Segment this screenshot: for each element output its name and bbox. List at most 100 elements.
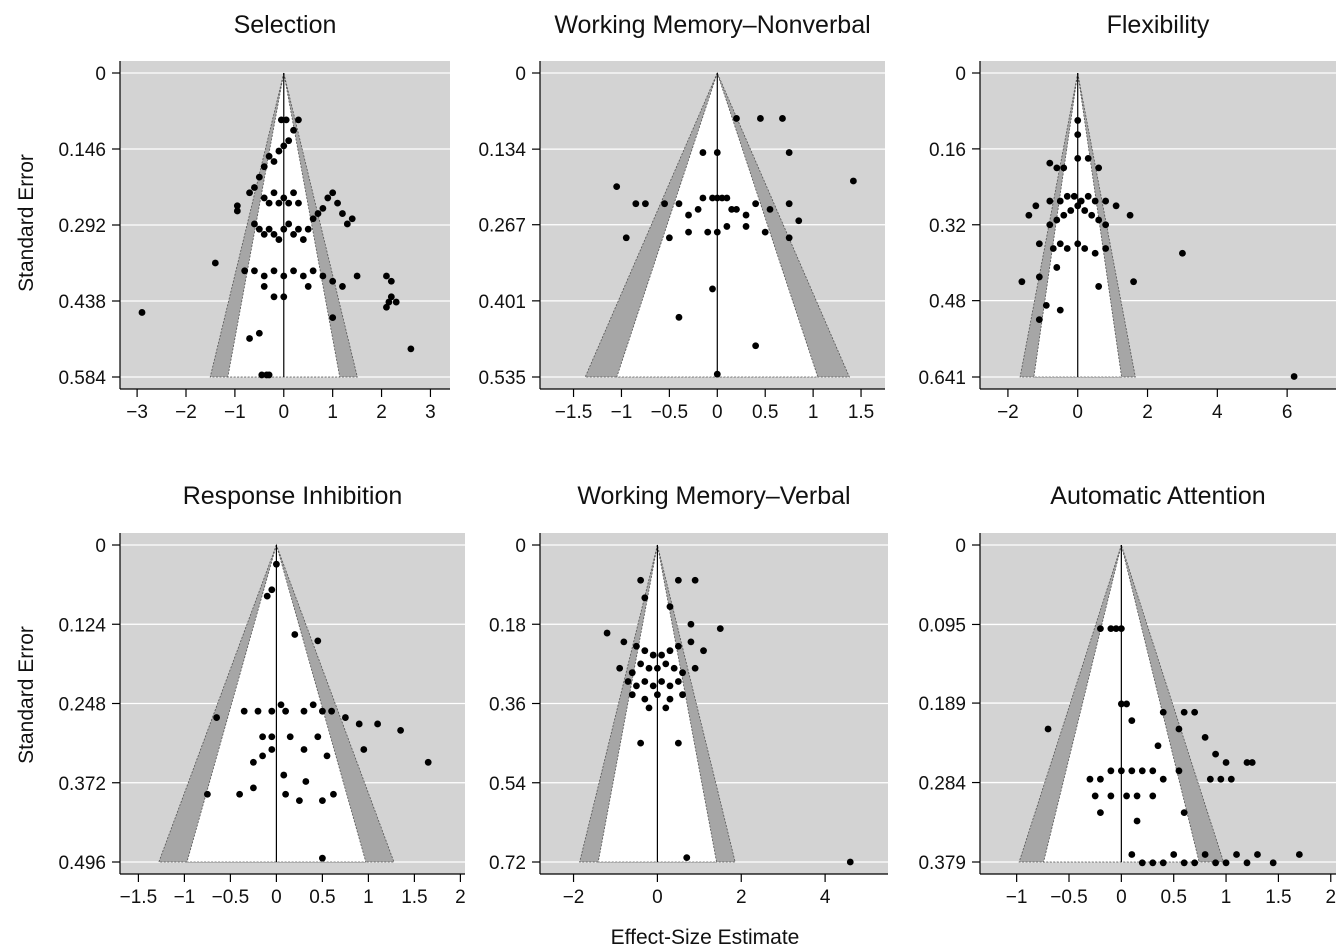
data-point: [259, 733, 266, 741]
data-point: [716, 625, 724, 633]
data-point: [658, 651, 665, 659]
data-point: [1254, 851, 1261, 858]
data-point: [300, 746, 308, 753]
data-point: [302, 778, 310, 785]
data-point: [1084, 154, 1092, 162]
y-tick-label: 0: [515, 536, 526, 557]
data-point: [674, 678, 682, 685]
data-point: [277, 116, 285, 124]
data-point: [1032, 202, 1040, 210]
data-point: [329, 277, 337, 285]
x-tick-label: 0: [1072, 402, 1083, 423]
funnel-shapes: [584, 71, 850, 378]
data-point: [785, 234, 793, 242]
data-point: [300, 707, 308, 715]
data-point: [324, 194, 332, 202]
x-tick-label: −0.5: [1050, 887, 1088, 908]
data-point: [1056, 240, 1064, 248]
data-point: [280, 225, 288, 233]
y-tick-label: 0.134: [478, 140, 526, 161]
y-tick-label: 0: [955, 64, 966, 85]
data-point: [1063, 245, 1071, 252]
data-point: [1269, 859, 1277, 867]
data-point: [290, 189, 297, 197]
x-axis-label: Effect-Size Estimate: [611, 926, 800, 949]
data-point: [286, 733, 294, 741]
data-points: [1044, 625, 1303, 867]
data-point: [633, 682, 640, 690]
data-point: [709, 194, 716, 202]
data-point: [285, 220, 293, 228]
data-point: [260, 163, 268, 171]
data-point: [683, 854, 691, 861]
data-point: [1159, 708, 1167, 716]
data-point: [632, 200, 640, 208]
data-point: [251, 267, 258, 275]
data-point: [348, 215, 356, 223]
data-point: [1180, 859, 1188, 867]
data-point: [628, 669, 636, 677]
data-point: [299, 236, 307, 243]
x-tick-label: 6: [1282, 402, 1293, 423]
data-point: [233, 207, 241, 215]
data-point: [742, 223, 750, 230]
data-point: [713, 228, 721, 236]
data-point: [1117, 700, 1125, 708]
data-point: [1074, 240, 1082, 248]
data-point: [250, 784, 257, 792]
data-point: [285, 137, 293, 145]
x-tick-label: −1: [224, 402, 246, 423]
x-tick-label: 2: [455, 887, 466, 908]
data-point: [383, 303, 390, 311]
data-point: [766, 205, 774, 213]
y-tick-label: 0.292: [58, 216, 106, 237]
data-point: [679, 691, 686, 699]
data-point: [691, 664, 699, 672]
panel-title: Selection: [234, 11, 337, 39]
data-point: [679, 669, 686, 677]
data-point: [1217, 775, 1225, 783]
data-point: [704, 228, 712, 236]
data-point: [1290, 373, 1298, 380]
x-tick-label: 0: [278, 402, 289, 423]
data-point: [339, 283, 346, 290]
data-point: [1049, 245, 1057, 252]
data-point: [259, 752, 266, 760]
data-point: [246, 189, 253, 197]
data-point: [666, 682, 674, 690]
data-point: [1095, 283, 1103, 290]
x-tick-label: −1: [611, 402, 633, 423]
data-point: [1123, 700, 1130, 708]
data-point: [233, 202, 241, 210]
funnel-shapes: [209, 72, 358, 378]
data-point: [662, 704, 670, 712]
x-tick-label: 1: [808, 402, 819, 423]
data-point: [270, 293, 278, 301]
data-point: [687, 620, 695, 628]
data-points: [204, 560, 432, 862]
data-point: [1154, 742, 1162, 750]
data-point: [339, 210, 346, 217]
data-point: [666, 603, 674, 611]
data-point: [304, 225, 312, 233]
data-point: [314, 733, 322, 741]
x-tick-label: −0.5: [212, 887, 250, 908]
data-point: [700, 647, 707, 655]
data-point: [1191, 708, 1199, 716]
data-point: [1159, 775, 1167, 783]
data-point: [685, 211, 692, 219]
data-point: [328, 707, 335, 715]
y-tick-label: 0.095: [918, 615, 966, 636]
y-tick-label: 0.54: [489, 774, 526, 795]
panel-title: Working Memory–Nonverbal: [554, 11, 870, 39]
data-point: [1102, 197, 1110, 205]
data-point: [314, 637, 322, 645]
data-point: [263, 371, 271, 379]
x-tick-label: −1: [1006, 887, 1028, 908]
data-point: [1126, 211, 1134, 219]
data-point: [330, 790, 337, 798]
data-point: [1067, 207, 1075, 214]
y-tick-label: 0.16: [929, 140, 966, 161]
y-tick-label: 0.372: [58, 774, 106, 795]
data-point: [285, 199, 293, 207]
